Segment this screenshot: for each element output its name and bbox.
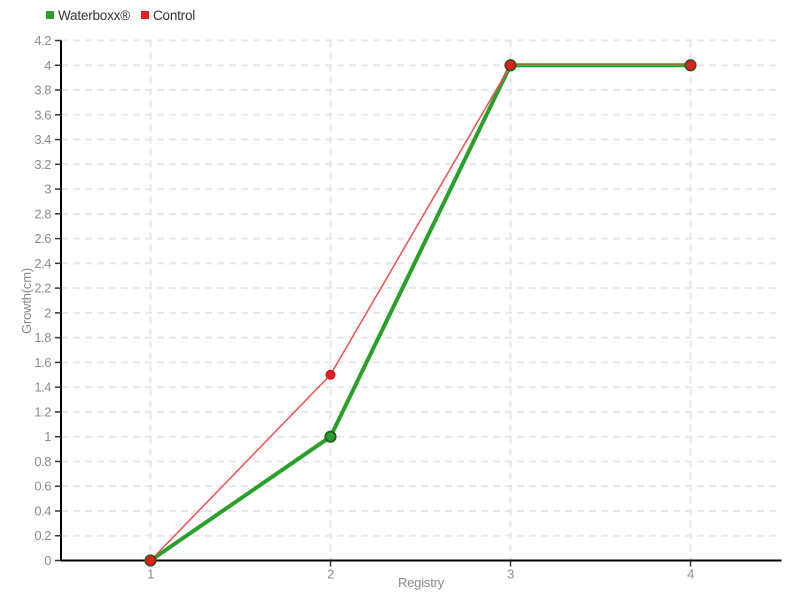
x-tick-label: 2 (327, 567, 334, 582)
y-tick-label: 4.2 (34, 33, 51, 48)
y-tick-label: 2.4 (34, 256, 51, 271)
y-tick-label: 3.2 (34, 157, 51, 172)
legend: Waterboxx® Control (46, 7, 206, 23)
gridlines (61, 39, 782, 561)
y-tick-label: 3.4 (34, 132, 51, 147)
legend-label: Waterboxx® (58, 7, 130, 23)
y-tick-label: 3 (44, 182, 51, 197)
y-tick-label: 0 (44, 553, 51, 568)
y-tick-label: 2.2 (34, 281, 51, 296)
marker-control[interactable] (505, 60, 516, 71)
y-tick-label: 4 (44, 58, 51, 73)
series-line-control[interactable] (149, 64, 692, 562)
axes (60, 40, 782, 562)
y-tick-label: 3.8 (34, 83, 51, 98)
legend-swatch-icon (46, 11, 54, 19)
tick-labels: 0 0.2 0.4 0.6 0.8 1 1.2 1.4 1.6 1.8 2 2.2 2.4 2.6 2.8 3… (34, 33, 694, 582)
y-tick-label: 1.6 (34, 355, 51, 370)
y-tick-label: 1.2 (34, 404, 51, 419)
data-series (144, 59, 697, 567)
y-tick-label: 2 (44, 305, 51, 320)
marker-waterboxx[interactable] (324, 430, 337, 443)
y-tick-label: 0.6 (34, 479, 51, 494)
y-axis-title: Growth(cm) (19, 268, 34, 334)
y-tick-label: 0.2 (34, 528, 51, 543)
y-tick-label: 1 (44, 429, 51, 444)
y-tick-label: 3.6 (34, 107, 51, 122)
y-tick-label: 2.6 (34, 231, 51, 246)
legend-item-control[interactable]: Control (140, 7, 196, 23)
legend-item-waterboxx[interactable]: Waterboxx® (46, 8, 130, 23)
marker-control[interactable] (325, 369, 336, 380)
tick-marks (55, 39, 692, 567)
legend-label: Control (152, 7, 196, 23)
marker-control[interactable] (685, 60, 696, 71)
x-tick-label: 3 (507, 567, 514, 582)
y-tick-label: 1.8 (34, 330, 51, 345)
y-tick-label: 0.4 (34, 503, 51, 518)
y-tick-label: 1.4 (34, 380, 51, 395)
x-axis-title: Registry (398, 575, 445, 590)
marker-control[interactable] (145, 555, 156, 566)
y-tick-label: 0.8 (34, 454, 51, 469)
x-tick-label: 1 (147, 567, 154, 582)
y-tick-label: 2.8 (34, 206, 51, 221)
x-tick-label: 4 (687, 567, 694, 582)
legend-swatch-icon (140, 11, 149, 19)
